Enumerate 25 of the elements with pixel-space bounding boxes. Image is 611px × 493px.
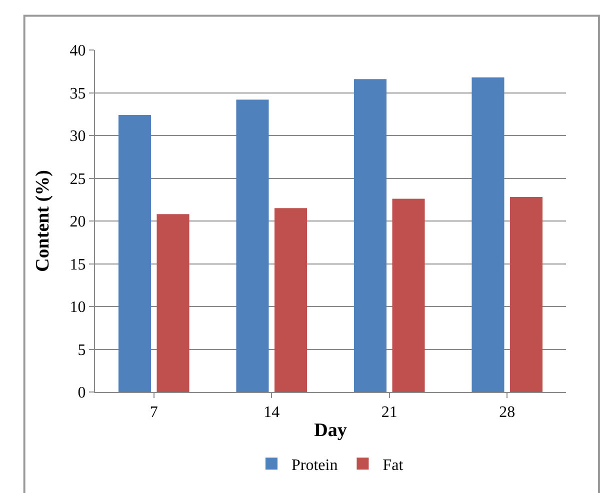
bar <box>392 198 425 392</box>
bar <box>156 214 190 392</box>
bar <box>472 77 504 392</box>
bar <box>118 114 151 392</box>
bar <box>274 208 308 392</box>
x-tick-label: 14 <box>264 404 280 422</box>
y-axis-title: Content (%) <box>32 170 54 272</box>
bar <box>236 100 269 392</box>
y-tick-label: 0 <box>78 384 86 402</box>
x-axis-title: Day <box>314 420 348 441</box>
y-tick-label: 10 <box>70 299 86 316</box>
bar <box>354 79 386 392</box>
legend-label: Protein <box>292 456 338 474</box>
y-tick-label: 5 <box>78 342 86 359</box>
x-tick-label: 7 <box>150 404 158 422</box>
y-tick-label: 30 <box>70 128 86 146</box>
bar <box>510 197 543 392</box>
legend-label: Fat <box>382 456 404 474</box>
y-tick-label: 40 <box>70 42 86 60</box>
y-tick-label: 35 <box>70 85 86 102</box>
y-tick-label: 20 <box>70 214 86 231</box>
x-tick-label: 28 <box>499 404 516 422</box>
y-tick-label: 25 <box>70 170 86 188</box>
x-tick-label: 21 <box>381 404 398 422</box>
y-tick-label: 15 <box>70 256 86 274</box>
